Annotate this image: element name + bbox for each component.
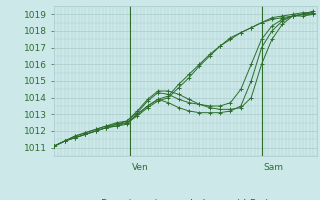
Text: Sam: Sam bbox=[263, 163, 283, 172]
Text: Pression niveau de la mer( hPa ): Pression niveau de la mer( hPa ) bbox=[101, 198, 270, 200]
Text: Ven: Ven bbox=[132, 163, 149, 172]
